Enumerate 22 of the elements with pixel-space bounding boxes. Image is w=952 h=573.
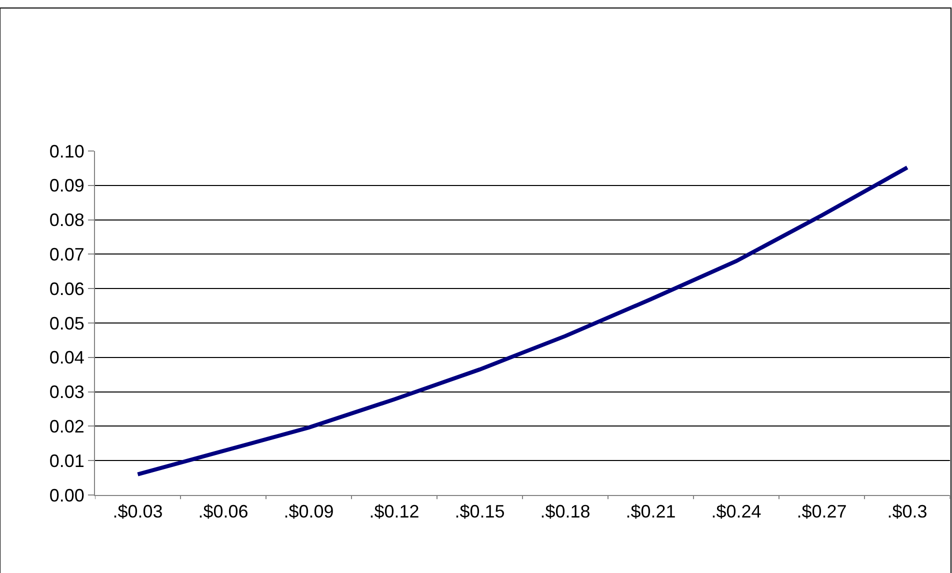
x-tick-label: .$0.3 (887, 502, 928, 522)
y-tick-label: 0.08 (49, 210, 84, 230)
y-tick-label: 0.00 (49, 485, 84, 506)
x-tick-label: .$0.06 (198, 502, 248, 522)
y-tick-label: 0.06 (49, 278, 84, 299)
x-tick-label: .$0.27 (796, 502, 847, 522)
x-tick-label: .$0.21 (626, 502, 676, 522)
x-tick-label: .$0.12 (369, 502, 420, 522)
y-tick-label: 0.04 (49, 348, 84, 368)
x-tick-label: .$0.15 (454, 502, 505, 522)
y-tick-label: 0.05 (49, 313, 84, 334)
y-tick-label: 0.09 (49, 176, 84, 196)
y-tick-label: 0.02 (49, 416, 84, 436)
line-series (136, 166, 910, 476)
x-tick-label: .$0.09 (284, 502, 334, 522)
y-tick-label: 0.10 (49, 141, 84, 162)
y-tick-label: 0.03 (49, 382, 84, 402)
x-tick-label: .$0.18 (540, 502, 590, 522)
x-tick-label: .$0.03 (112, 502, 163, 522)
y-tick-label: 0.07 (49, 244, 84, 264)
x-tick-label: .$0.24 (711, 502, 762, 522)
y-tick-label: 0.01 (49, 450, 84, 471)
